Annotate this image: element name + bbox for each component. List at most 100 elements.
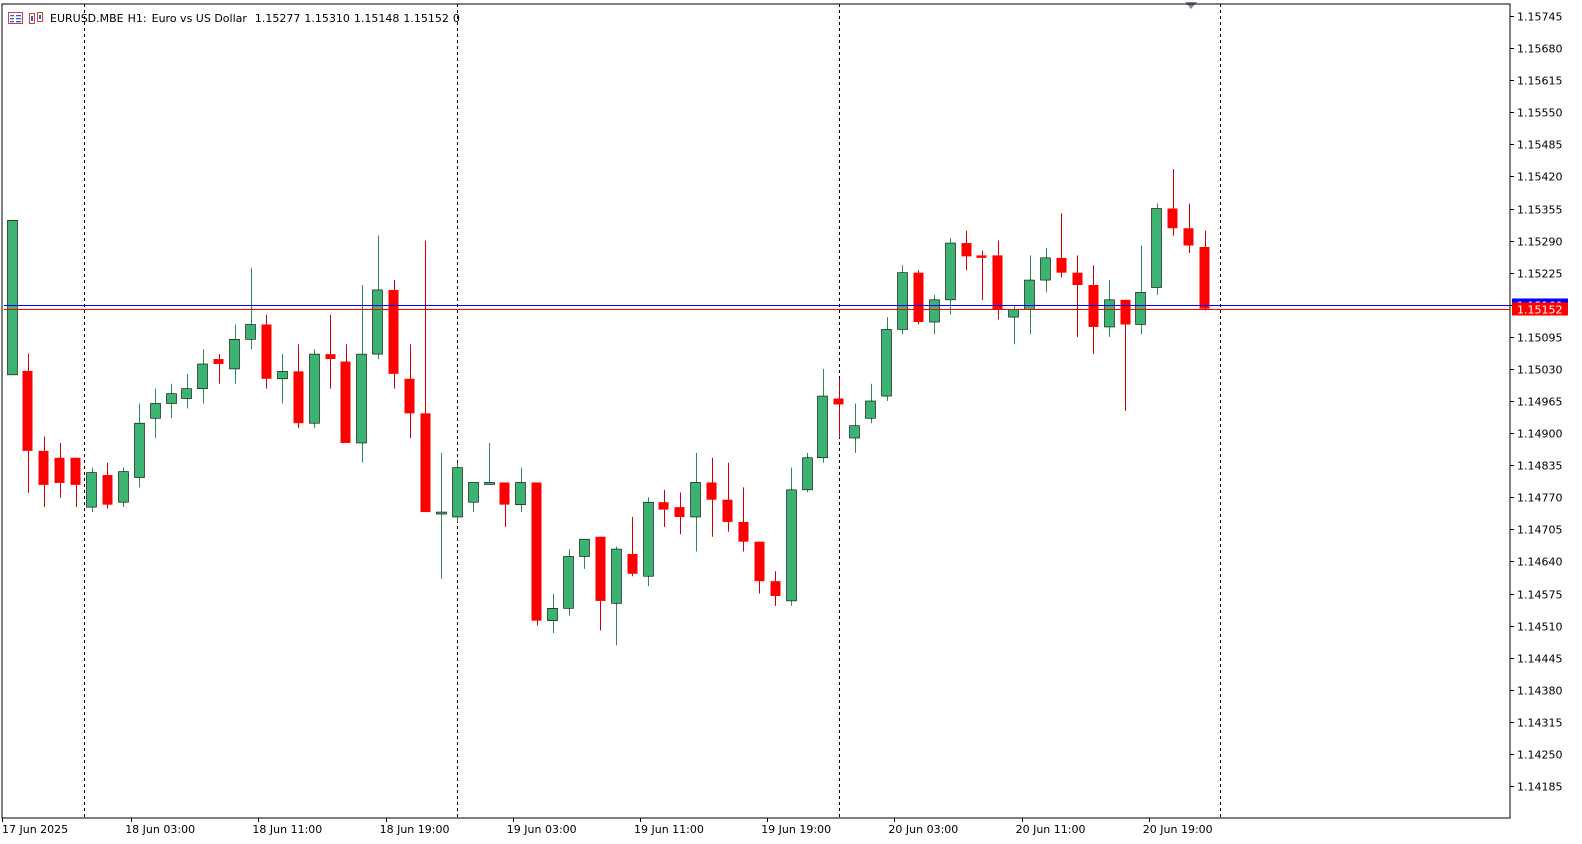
candle bbox=[643, 497, 654, 587]
candle-body-bull bbox=[484, 482, 495, 485]
candle-body-bull bbox=[817, 395, 828, 459]
chart-header: EURUSD.MBE H1: Euro vs US Dollar 1.15277 1.1… bbox=[8, 10, 464, 26]
candle-body-bull bbox=[468, 482, 479, 503]
candle-body-bear bbox=[658, 502, 669, 510]
y-tick-label: 1.14770 bbox=[1517, 492, 1563, 505]
candle-body-bear bbox=[404, 378, 415, 414]
candle bbox=[499, 482, 510, 527]
ohlc-low: 1.15148 bbox=[353, 11, 400, 25]
candle bbox=[976, 250, 987, 300]
candle-body-bull bbox=[356, 353, 367, 444]
candle bbox=[86, 467, 97, 513]
y-tick-label: 1.14315 bbox=[1517, 717, 1563, 730]
last-price-label: 1.15152 bbox=[1517, 304, 1563, 317]
candle bbox=[261, 314, 272, 389]
candle bbox=[738, 487, 749, 552]
candle bbox=[229, 324, 240, 384]
chart-list-icon[interactable] bbox=[8, 12, 23, 24]
candle bbox=[181, 373, 192, 409]
y-tick-label: 1.15420 bbox=[1517, 171, 1563, 184]
candle-body-bull bbox=[197, 363, 208, 389]
ohlc-high: 1.15310 bbox=[304, 11, 350, 25]
x-tick-label: 19 Jun 19:00 bbox=[761, 823, 831, 836]
candle bbox=[849, 403, 860, 453]
last-price-label-bg bbox=[1512, 302, 1568, 316]
candle-body-bear bbox=[102, 475, 113, 505]
candle bbox=[706, 457, 717, 537]
y-tick-label: 1.15550 bbox=[1517, 107, 1563, 120]
candle-body-bear bbox=[325, 354, 336, 360]
candle-body-bull bbox=[452, 467, 463, 518]
y-tick-label: 1.14705 bbox=[1517, 524, 1563, 537]
symbol-description: Euro vs US Dollar bbox=[151, 11, 247, 25]
x-tick-label: 17 Jun 2025 bbox=[2, 823, 68, 836]
candle-body-bear bbox=[261, 324, 272, 379]
candle bbox=[674, 492, 685, 535]
candle-body-bear bbox=[70, 457, 81, 485]
candle-body-bear bbox=[1120, 299, 1131, 325]
candle bbox=[722, 462, 733, 532]
candle bbox=[929, 294, 940, 335]
candle bbox=[1151, 203, 1162, 295]
candle-body-bear bbox=[976, 255, 987, 258]
candle-body-bull bbox=[309, 353, 320, 424]
candle-body-bear bbox=[1072, 272, 1083, 286]
candle bbox=[1056, 213, 1067, 278]
candle-body-bull bbox=[929, 299, 940, 323]
candle-body-bull bbox=[802, 457, 813, 491]
candle-body-bear bbox=[1199, 247, 1210, 309]
candle bbox=[372, 235, 383, 360]
candle-body-bear bbox=[38, 450, 49, 485]
candle bbox=[468, 482, 479, 513]
candle bbox=[134, 403, 145, 488]
candle bbox=[817, 368, 828, 463]
x-tick-label: 19 Jun 03:00 bbox=[507, 823, 577, 836]
candle bbox=[1199, 230, 1210, 311]
candle-body-bull bbox=[166, 393, 177, 404]
candle-body-bull bbox=[643, 501, 654, 577]
chart-shift-marker[interactable] bbox=[1185, 2, 1197, 9]
candle-body-bear bbox=[22, 370, 33, 451]
x-tick-label: 20 Jun 03:00 bbox=[888, 823, 958, 836]
candle-body-bear bbox=[913, 272, 924, 323]
candle bbox=[865, 383, 876, 424]
candle-body-bull bbox=[86, 472, 97, 508]
candle bbox=[897, 265, 908, 335]
candle bbox=[531, 482, 542, 626]
candle-body-bear bbox=[738, 521, 749, 542]
candle bbox=[277, 354, 288, 404]
candle-body-bull bbox=[1040, 257, 1051, 281]
candle bbox=[118, 467, 129, 508]
candle bbox=[547, 593, 558, 633]
candle-body-bull bbox=[515, 482, 526, 505]
candle bbox=[309, 349, 320, 429]
candle-body-bull bbox=[181, 388, 192, 399]
candle-body-bull bbox=[1104, 299, 1115, 328]
ohlc-close: 1.15152 bbox=[403, 11, 449, 25]
candle-body-bull bbox=[1151, 208, 1162, 288]
candle-body-bear bbox=[595, 536, 606, 601]
candle bbox=[436, 452, 447, 579]
candle bbox=[1072, 255, 1083, 337]
candle-body-bull bbox=[229, 339, 240, 370]
candle bbox=[197, 349, 208, 404]
x-tick-label: 18 Jun 03:00 bbox=[125, 823, 195, 836]
candle-body-bear bbox=[420, 413, 431, 513]
candle-body-bear bbox=[627, 554, 638, 574]
candle-body-bear bbox=[754, 541, 765, 582]
candle-body-bull bbox=[134, 422, 145, 478]
symbol-chart-icon[interactable] bbox=[29, 12, 44, 24]
candle bbox=[102, 462, 113, 509]
candle bbox=[992, 240, 1003, 320]
y-tick-label: 1.15030 bbox=[1517, 364, 1563, 377]
y-tick-label: 1.14250 bbox=[1517, 749, 1563, 762]
candle-body-bull bbox=[150, 403, 161, 419]
candle bbox=[961, 230, 972, 271]
candle-body-bear bbox=[1167, 208, 1178, 229]
candle bbox=[325, 314, 336, 389]
candle bbox=[484, 442, 495, 485]
candle bbox=[833, 378, 844, 439]
candle bbox=[1104, 280, 1115, 337]
